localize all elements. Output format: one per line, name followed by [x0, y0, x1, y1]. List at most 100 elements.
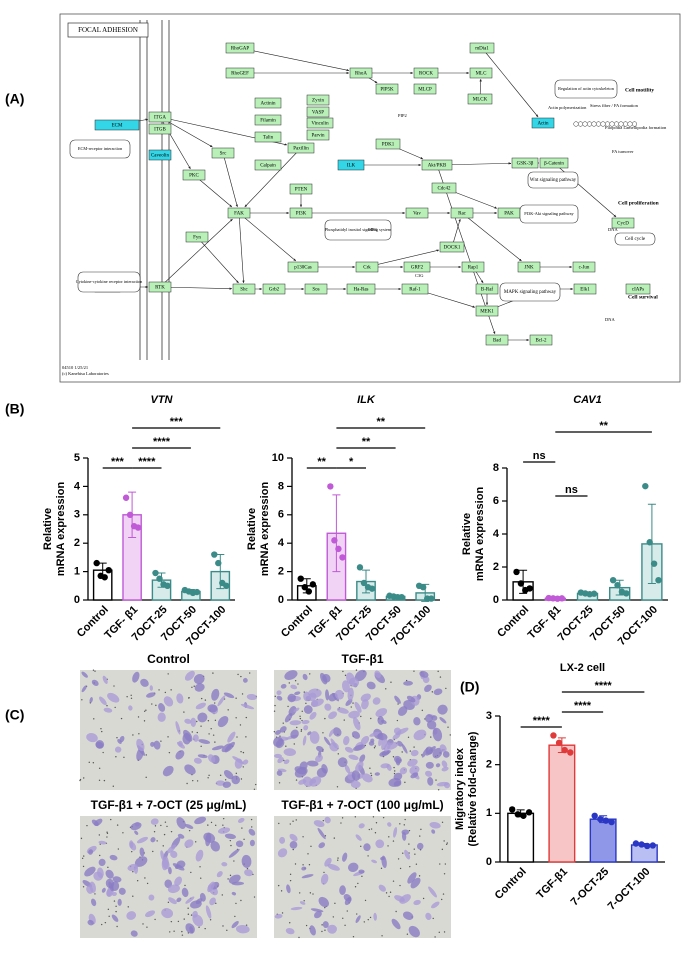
y-tick-label: 3: [74, 509, 80, 521]
cell-blob: [355, 761, 364, 772]
micrographs: Control TGF-β1 TGF-β1 + 7-OCT (25 μg/mL) TG…: [79, 652, 451, 939]
pore: [83, 777, 85, 779]
edge: [481, 47, 539, 118]
pore: [282, 722, 284, 724]
pore: [437, 670, 439, 673]
gene-node: Bcl-2: [529, 334, 553, 346]
cell-blob: [224, 741, 235, 753]
cell-blob: [402, 911, 414, 920]
gene-box: [227, 207, 251, 219]
pore: [192, 779, 194, 782]
gene-node: Ha-Ras: [346, 283, 376, 295]
pore: [98, 834, 101, 836]
cell-blob: [366, 681, 376, 690]
pore: [222, 925, 224, 927]
cell-blob: [176, 693, 184, 704]
pore: [86, 824, 88, 827]
cell-blob: [277, 848, 288, 858]
pore: [188, 697, 190, 699]
pore: [145, 754, 147, 756]
significance-label: **: [317, 456, 326, 468]
cell-blob: [107, 692, 120, 703]
chart-title: LX-2 cell: [560, 662, 605, 674]
pore: [337, 857, 339, 859]
pore: [82, 886, 85, 888]
pathway: ECMITGAITGBCaveolinRTKGFRhoGAPRhoGEFActi…: [69, 42, 667, 346]
pore: [356, 913, 358, 915]
pore: [289, 873, 292, 876]
gene-node: Talin: [254, 131, 282, 143]
pore: [380, 867, 383, 869]
significance-label: ****: [153, 436, 171, 448]
cell-blob: [276, 690, 282, 696]
pore: [196, 780, 199, 782]
cell-blob: [289, 833, 298, 842]
pore: [131, 850, 133, 853]
cell-blob: [425, 770, 433, 777]
gene-label: p130Cas: [294, 265, 312, 270]
cell-blob: [242, 759, 249, 765]
cell-blob: [221, 862, 228, 867]
cell-blob: [242, 677, 248, 683]
actin-bead: [600, 121, 606, 127]
cell-blob: [413, 717, 421, 726]
cell-blob: [205, 832, 212, 847]
gene-label: MLCP: [418, 87, 432, 92]
cell-blob: [175, 750, 185, 760]
pore: [79, 778, 82, 781]
cell-blob: [336, 707, 349, 714]
gene-node: Bad: [485, 334, 509, 346]
gene-node: RTK: [148, 281, 172, 293]
gene-node: PI3K: [289, 207, 313, 219]
edge: [461, 212, 522, 262]
gene-box: [405, 207, 429, 219]
pore: [301, 719, 303, 722]
cell-blob: [369, 731, 380, 737]
cell-blob: [231, 920, 239, 929]
pore: [146, 926, 148, 928]
gene-label: B-Raf: [481, 287, 494, 292]
pore: [137, 716, 140, 718]
cell-blob: [359, 754, 366, 763]
cell-blob: [211, 745, 224, 751]
pore: [214, 741, 216, 743]
cell-blob: [211, 688, 220, 701]
gene-label: Filamin: [260, 118, 276, 123]
cell-blob: [328, 729, 334, 737]
gene-node: Cdc42: [431, 182, 457, 194]
cell-blob: [128, 705, 133, 711]
pore: [146, 882, 149, 885]
data-point: [623, 590, 630, 597]
pore: [394, 770, 396, 772]
gene-box: [306, 94, 330, 106]
pore: [295, 819, 297, 821]
gene-box: [572, 261, 596, 273]
gene-label: ECM: [112, 123, 123, 128]
y-tick-label: 6: [278, 509, 284, 521]
pore: [439, 863, 441, 865]
cell-blob: [354, 701, 362, 713]
y-tick-label: 2: [486, 759, 492, 771]
pore: [405, 679, 408, 682]
cell-blob: [198, 739, 211, 744]
cell-blob: [277, 757, 284, 764]
pore: [292, 848, 294, 851]
cell-blob: [303, 725, 309, 731]
gene-node: Caveolin: [148, 149, 172, 161]
pore: [374, 745, 376, 747]
gene-node: Vinculin: [306, 117, 334, 129]
significance-label: ****: [595, 680, 613, 692]
pore: [443, 840, 445, 842]
cell-blob: [370, 738, 375, 743]
y-tick-label: 2: [493, 561, 499, 573]
pore: [241, 827, 243, 829]
note-label: MAPK signaling pathway: [504, 290, 557, 295]
data-point: [152, 569, 159, 577]
pore: [408, 843, 410, 845]
actin-bead: [595, 121, 602, 127]
cell-blob: [182, 732, 191, 745]
cell-blob: [431, 829, 436, 834]
pore: [360, 715, 362, 718]
y-tick-label: 10: [272, 452, 284, 464]
